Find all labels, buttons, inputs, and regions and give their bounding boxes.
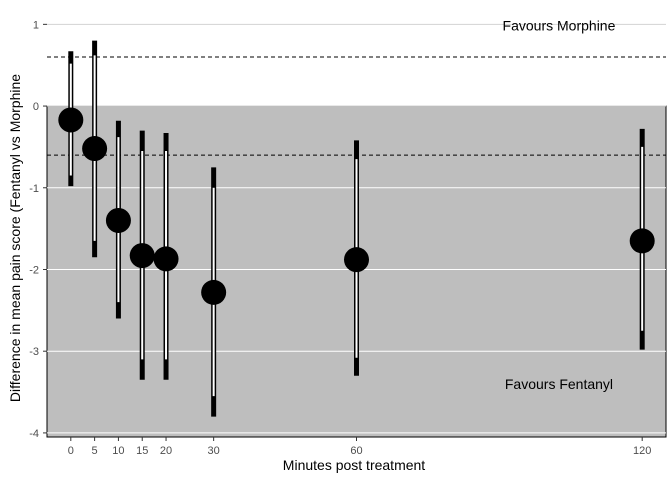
data-points: [58, 107, 655, 305]
x-axis-title: Minutes post treatment: [283, 457, 426, 473]
x-tick-label: 30: [208, 445, 220, 457]
data-point: [58, 107, 84, 133]
annotation-favours-morphine: Favours Morphine: [503, 18, 616, 34]
y-tick-label: 0: [33, 101, 39, 113]
y-tick-label: -1: [29, 183, 39, 195]
y-tick-label: -2: [29, 264, 39, 276]
data-point: [129, 243, 155, 269]
x-tick-label: 120: [633, 445, 651, 457]
data-point: [344, 247, 369, 273]
x-tick-label: 0: [68, 445, 74, 457]
data-point: [82, 136, 108, 162]
x-tick-label: 5: [92, 445, 98, 457]
x-tick-label: 10: [112, 445, 124, 457]
annotation-favours-fentanyl: Favours Fentanyl: [505, 376, 613, 392]
y-tick-label: -4: [29, 428, 39, 440]
x-tick-label: 15: [136, 445, 148, 457]
data-point: [153, 246, 179, 272]
y-tick-label: 1: [33, 19, 39, 31]
axes: 10-1-2-3-40 5 10 15 20 30 60 120: [29, 19, 651, 457]
data-point: [105, 207, 131, 233]
data-point: [201, 279, 227, 305]
x-tick-label: 60: [350, 445, 362, 457]
y-axis-title: Difference in mean pain score (Fentanyl …: [7, 74, 23, 402]
data-point: [629, 228, 655, 254]
x-tick-label: 20: [160, 445, 172, 457]
y-tick-label: -3: [29, 346, 39, 358]
